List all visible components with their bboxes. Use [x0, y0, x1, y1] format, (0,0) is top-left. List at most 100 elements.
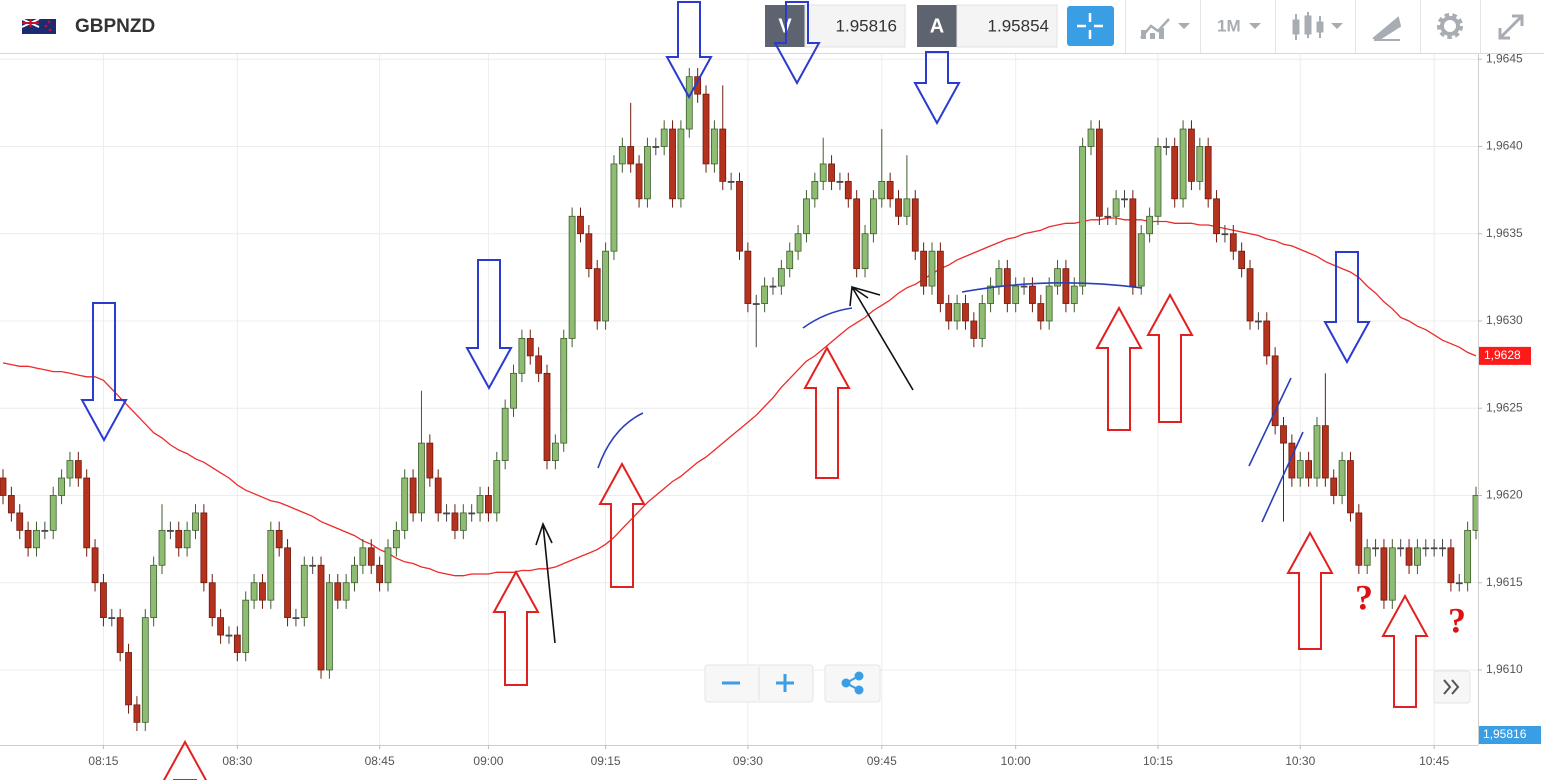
candle-body — [510, 372, 517, 409]
candle-body — [669, 128, 676, 200]
up-arrow — [162, 739, 208, 780]
candle-body — [719, 128, 727, 182]
candle-body — [443, 512, 450, 515]
candle-body — [652, 146, 660, 148]
candle-body — [1020, 285, 1028, 288]
candle-body — [359, 547, 367, 566]
candle-body — [1179, 128, 1187, 200]
candle-body — [1204, 146, 1212, 200]
trend-lines — [535, 282, 1304, 644]
buy-price-box[interactable] — [956, 4, 1058, 48]
y-tick-label: 1,9640 — [1486, 139, 1523, 153]
up-arrow — [1381, 593, 1429, 708]
x-tick-label: 08:30 — [222, 754, 252, 768]
candle-body — [551, 442, 559, 461]
zoom-in[interactable] — [776, 674, 794, 692]
candle-body — [1355, 512, 1363, 566]
question-mark: ? — [1448, 600, 1466, 640]
candle-body — [309, 564, 317, 567]
candle-body — [1045, 285, 1053, 322]
candle-body — [242, 599, 250, 653]
ma-tag — [1479, 346, 1531, 365]
candle-body — [326, 582, 333, 671]
buy-price: 1.95854 — [988, 16, 1049, 35]
share-box[interactable] — [824, 664, 881, 703]
candle-body — [342, 582, 350, 601]
x-tick-label: 09:15 — [591, 754, 621, 768]
black-arrow — [535, 521, 556, 644]
candle-body — [526, 338, 534, 357]
candle-body — [217, 617, 225, 636]
candle-body — [1321, 425, 1329, 479]
candle-body — [384, 547, 392, 584]
x-tick-label: 09:45 — [867, 754, 897, 768]
black-arrow — [849, 285, 914, 391]
price-axis — [1478, 54, 1544, 780]
candle-body — [1397, 547, 1405, 550]
candle-body — [183, 529, 191, 549]
candle-body — [1338, 460, 1346, 496]
trend-line — [1248, 377, 1292, 467]
candle-body — [468, 512, 476, 515]
candle-body — [811, 180, 819, 200]
candle-body — [351, 564, 358, 584]
candle-body — [752, 303, 760, 305]
candle-body — [786, 250, 794, 270]
candle-body — [1054, 268, 1061, 287]
candle-body — [16, 512, 24, 531]
candle-body — [1439, 547, 1446, 550]
candle-body — [644, 146, 651, 200]
candle-body — [233, 634, 241, 653]
candle-body — [736, 180, 743, 252]
timeframe-caret — [1249, 23, 1261, 29]
candle-body — [1305, 460, 1313, 479]
candle-body — [769, 285, 777, 288]
down-arrow — [773, 1, 821, 86]
draw-button[interactable] — [1372, 16, 1402, 42]
up-arrow — [598, 461, 646, 588]
candle-body — [158, 529, 166, 566]
candle-body — [1313, 425, 1321, 479]
indicator-button[interactable] — [1140, 18, 1190, 39]
buy-button[interactable] — [917, 5, 957, 47]
candle-body — [1229, 233, 1237, 252]
candle-body — [426, 442, 434, 479]
candle-body — [367, 547, 375, 566]
candle-body — [200, 512, 208, 584]
candle-body — [1422, 547, 1430, 550]
candle-body — [1087, 128, 1095, 147]
candle-body — [602, 250, 609, 322]
settings-button[interactable] — [1437, 13, 1463, 39]
bid-tag — [1479, 726, 1541, 744]
candle-body — [133, 704, 141, 723]
scroll-end-button[interactable] — [1433, 670, 1471, 704]
candle-body — [1363, 547, 1371, 566]
x-tick-label: 10:45 — [1419, 754, 1449, 768]
fullscreen-button[interactable] — [1498, 14, 1524, 40]
candle-body — [1296, 460, 1304, 479]
candle-body — [418, 442, 425, 514]
candle-body — [945, 303, 953, 322]
flag-icon — [21, 18, 56, 34]
crosshair-button[interactable] — [1067, 6, 1114, 46]
candle-body — [401, 477, 409, 531]
candle-body — [577, 215, 584, 235]
candle-body — [585, 233, 593, 270]
candle-body — [125, 652, 132, 706]
candle-body — [543, 372, 551, 461]
candle-body — [451, 512, 459, 531]
trend-line — [802, 307, 853, 329]
sell-price-box[interactable] — [804, 4, 906, 48]
timeframe[interactable]: 1M — [1217, 16, 1241, 35]
x-tick-label: 09:30 — [733, 754, 763, 768]
candle-body — [1288, 442, 1296, 479]
candle-body — [493, 460, 501, 514]
candle-body — [1347, 460, 1354, 514]
candle-body — [1238, 250, 1246, 270]
candle-body — [744, 250, 752, 304]
candle-body — [1012, 285, 1020, 304]
x-tick-label: 10:00 — [1001, 754, 1031, 768]
chart-type-button[interactable] — [1292, 12, 1343, 40]
candle-body — [953, 303, 961, 322]
